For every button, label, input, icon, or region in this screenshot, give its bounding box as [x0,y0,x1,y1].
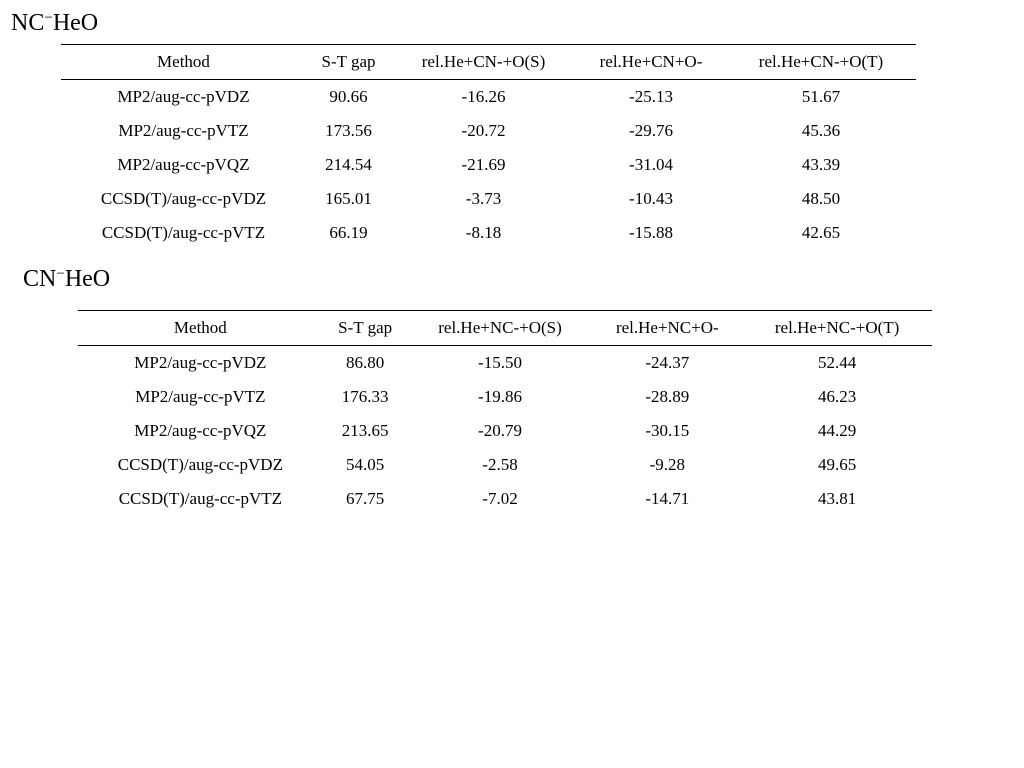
rel-anion-o-header: rel.He+NC+O- [615,318,719,337]
rel-singlet-cell: -3.73 [465,189,502,208]
st-gap-cell: 213.65 [341,421,389,440]
rel-singlet-cell: -20.79 [478,421,522,440]
st-gap-cell: 176.33 [341,387,389,406]
st-gap-cell: 90.66 [329,87,368,106]
method-cell: MP2/aug-cc-pVTZ [118,121,249,140]
rel-triplet-cell: 46.23 [817,387,857,406]
section-title-nc-heo: NC−HeO [11,9,98,37]
st-gap-header: S-T gap [338,318,393,337]
title-superscript: − [56,266,65,282]
table-row: CCSD(T)/aug-cc-pVDZ 165.01 -3.73 -10.43 48.5… [61,182,916,216]
rel-anion-o-cell: -29.76 [629,121,673,140]
rel-anion-o-cell: -28.89 [645,387,690,406]
method-cell: MP2/aug-cc-pVTZ [135,387,266,406]
rel-triplet-cell: 48.50 [801,189,841,208]
method-cell: CCSD(T)/aug-cc-pVDZ [100,189,267,208]
method-header: Method [173,318,227,337]
method-header: Method [157,52,210,71]
st-gap-cell: 67.75 [346,489,385,508]
rel-anion-o-cell: -9.28 [649,455,686,474]
st-gap-cell: 165.01 [325,189,372,208]
rel-singlet-cell: -21.69 [461,155,506,174]
title-superscript: − [44,10,53,26]
table-row: MP2/aug-cc-pVDZ 90.66 -16.26 -25.13 51.67 [61,80,916,115]
method-cell: MP2/aug-cc-pVDZ [117,87,250,106]
title-rest: HeO [52,10,99,36]
section-title-cn-heo: CN−HeO [23,265,110,293]
rel-triplet-cell: 45.36 [801,121,841,140]
rel-singlet-cell: -2.58 [482,455,518,474]
st-gap-cell: 214.54 [325,155,372,174]
rel-anion-o-cell: -10.43 [629,189,673,208]
rel-anion-o-cell: -30.15 [645,421,690,440]
method-cell: CCSD(T)/aug-cc-pVTZ [118,489,283,508]
rel-triplet-cell: 44.29 [817,421,857,440]
table-row: MP2/aug-cc-pVQZ 213.65 -20.79 -30.15 44.29 [78,414,932,448]
rel-singlet-cell: -19.86 [478,387,522,406]
method-cell: MP2/aug-cc-pVQZ [134,421,267,440]
table-row: CCSD(T)/aug-cc-pVTZ 66.19 -8.18 -15.88 42.65 [61,216,916,250]
st-gap-cell: 86.80 [346,353,385,372]
st-gap-cell: 66.19 [329,223,368,242]
rel-triplet-cell: 51.67 [801,87,841,106]
rel-singlet-cell: -16.26 [461,87,506,106]
table-header-row: Method S-T gap rel.He+NC-+O(S) rel.He+NC+O-… [78,310,932,346]
rel-anion-o-cell: -31.04 [629,155,673,174]
table-row: MP2/aug-cc-pVTZ 173.56 -20.72 -29.76 45.36 [61,114,916,148]
st-gap-cell: 54.05 [346,455,385,474]
rel-triplet-cell: 52.44 [817,353,857,372]
st-gap-header: S-T gap [321,52,376,71]
method-cell: MP2/aug-cc-pVDZ [134,353,267,372]
rel-triplet-cell: 42.65 [801,223,841,242]
title-base: CN [23,266,57,292]
table-row: CCSD(T)/aug-cc-pVTZ 67.75 -7.02 -14.71 43.81 [78,482,932,516]
rel-triplet-cell: 49.65 [817,455,857,474]
rel-singlet-cell: -8.18 [465,223,502,242]
rel-anion-o-header: rel.He+CN+O- [599,52,703,71]
title-rest: HeO [64,266,111,292]
table-row: MP2/aug-cc-pVQZ 214.54 -21.69 -31.04 43.39 [61,148,916,182]
rel-anion-o-cell: -24.37 [645,353,690,372]
st-gap-cell: 173.56 [325,121,372,140]
results-table-cn-heo: Method S-T gap rel.He+NC-+O(S) rel.He+NC+O-… [78,310,932,516]
rel-anion-o-cell: -15.88 [629,223,673,242]
rel-triplet-cell: 43.81 [817,489,857,508]
rel-triplet-header: rel.He+CN-+O(T) [758,52,884,71]
results-table-nc-heo: Method S-T gap rel.He+CN-+O(S) rel.He+CN+O-… [61,44,916,250]
method-cell: CCSD(T)/aug-cc-pVTZ [101,223,266,242]
title-base: NC [11,10,45,36]
rel-singlet-cell: -7.02 [482,489,518,508]
rel-triplet-cell: 43.39 [801,155,841,174]
rel-anion-o-cell: -25.13 [629,87,673,106]
rel-anion-o-cell: -14.71 [645,489,690,508]
method-cell: MP2/aug-cc-pVQZ [117,155,250,174]
rel-singlet-header: rel.He+CN-+O(S) [421,52,546,71]
table-row: MP2/aug-cc-pVTZ 176.33 -19.86 -28.89 46.23 [78,380,932,414]
table-header-row: Method S-T gap rel.He+CN-+O(S) rel.He+CN+O-… [61,44,916,80]
rel-singlet-header: rel.He+NC-+O(S) [438,318,562,337]
rel-singlet-cell: -15.50 [478,353,522,372]
method-cell: CCSD(T)/aug-cc-pVDZ [117,455,283,474]
table-row: CCSD(T)/aug-cc-pVDZ 54.05 -2.58 -9.28 49.65 [78,448,932,482]
table-row: MP2/aug-cc-pVDZ 86.80 -15.50 -24.37 52.44 [78,346,932,381]
rel-triplet-header: rel.He+NC-+O(T) [774,318,900,337]
rel-singlet-cell: -20.72 [461,121,506,140]
